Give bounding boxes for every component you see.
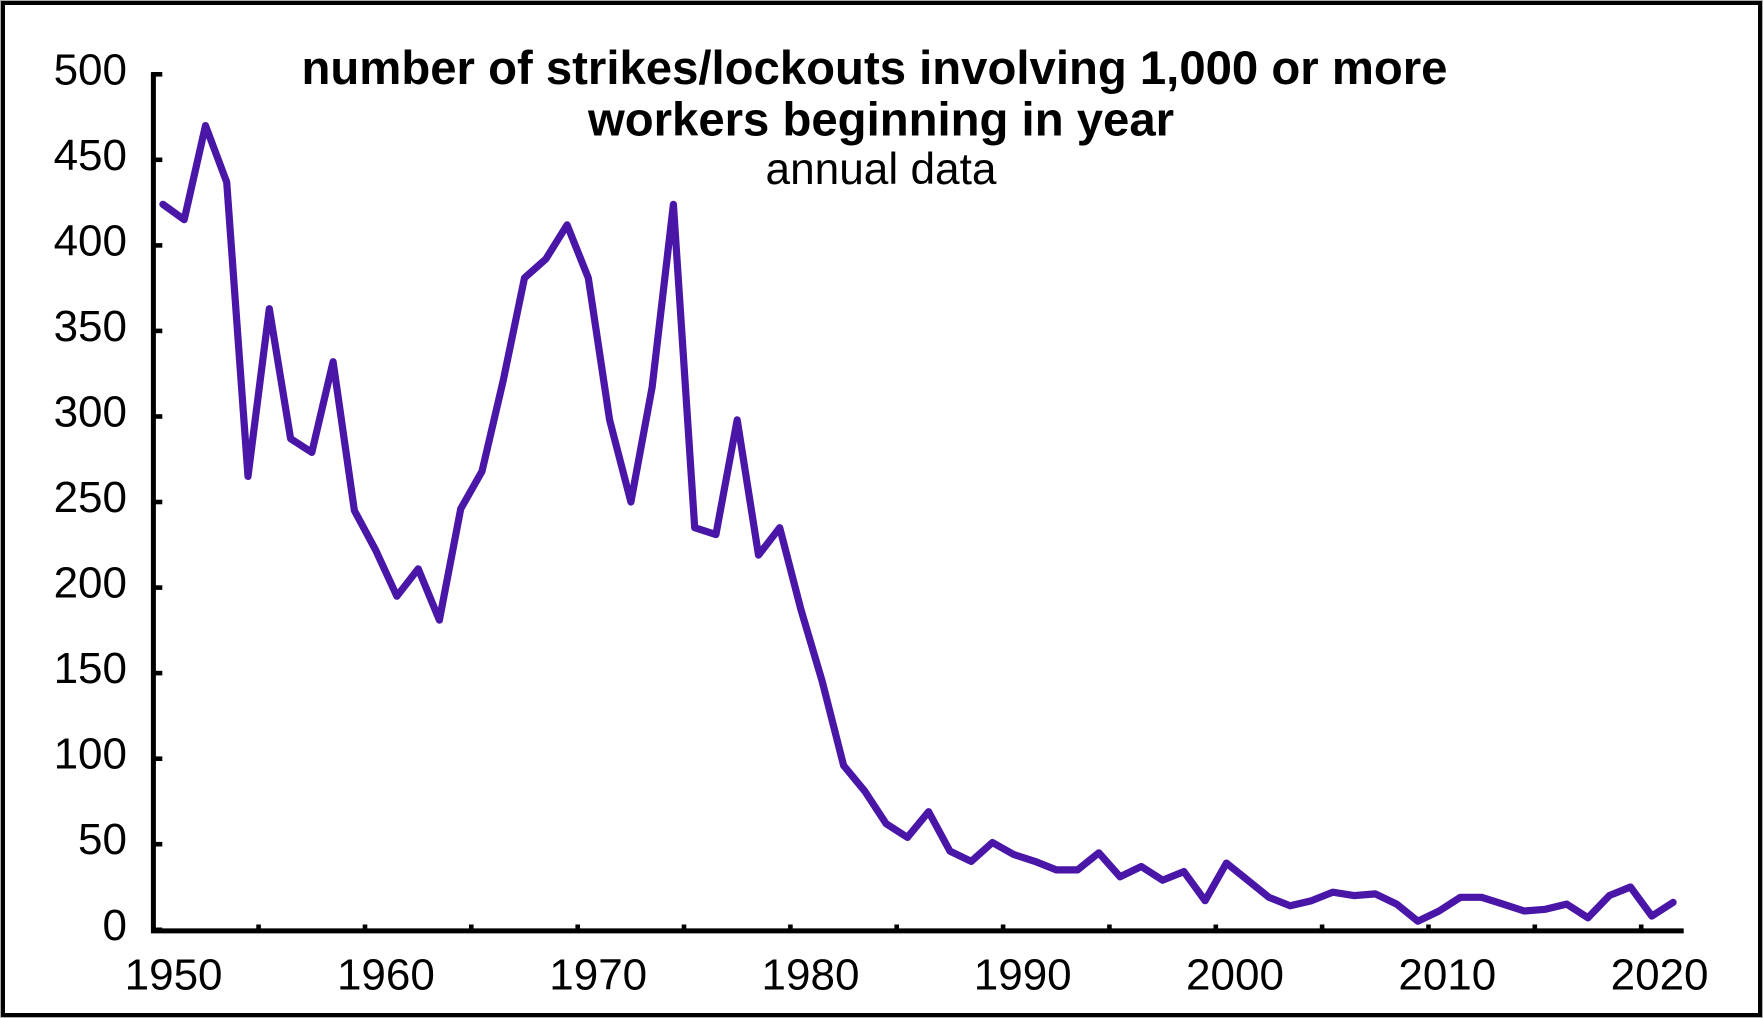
svg-text:number of strikes/lockouts inv: number of strikes/lockouts involving 1,0… — [302, 42, 1448, 95]
svg-text:1960: 1960 — [337, 951, 435, 1000]
svg-text:1980: 1980 — [762, 951, 860, 1000]
svg-text:50: 50 — [78, 815, 127, 864]
svg-text:150: 150 — [54, 644, 127, 693]
svg-text:100: 100 — [54, 730, 127, 779]
svg-text:250: 250 — [54, 473, 127, 522]
svg-text:annual data: annual data — [766, 145, 997, 194]
svg-text:400: 400 — [54, 216, 127, 265]
svg-text:350: 350 — [54, 302, 127, 351]
svg-text:0: 0 — [103, 901, 127, 950]
svg-text:1970: 1970 — [549, 951, 647, 1000]
svg-text:500: 500 — [54, 45, 127, 94]
svg-text:2000: 2000 — [1186, 951, 1284, 1000]
svg-text:200: 200 — [54, 559, 127, 608]
svg-text:1950: 1950 — [125, 951, 223, 1000]
svg-text:workers beginning in year: workers beginning in year — [587, 94, 1174, 147]
svg-text:450: 450 — [54, 131, 127, 180]
svg-text:2010: 2010 — [1398, 951, 1496, 1000]
svg-text:2020: 2020 — [1611, 951, 1709, 1000]
svg-text:1990: 1990 — [974, 951, 1072, 1000]
svg-text:300: 300 — [54, 388, 127, 437]
